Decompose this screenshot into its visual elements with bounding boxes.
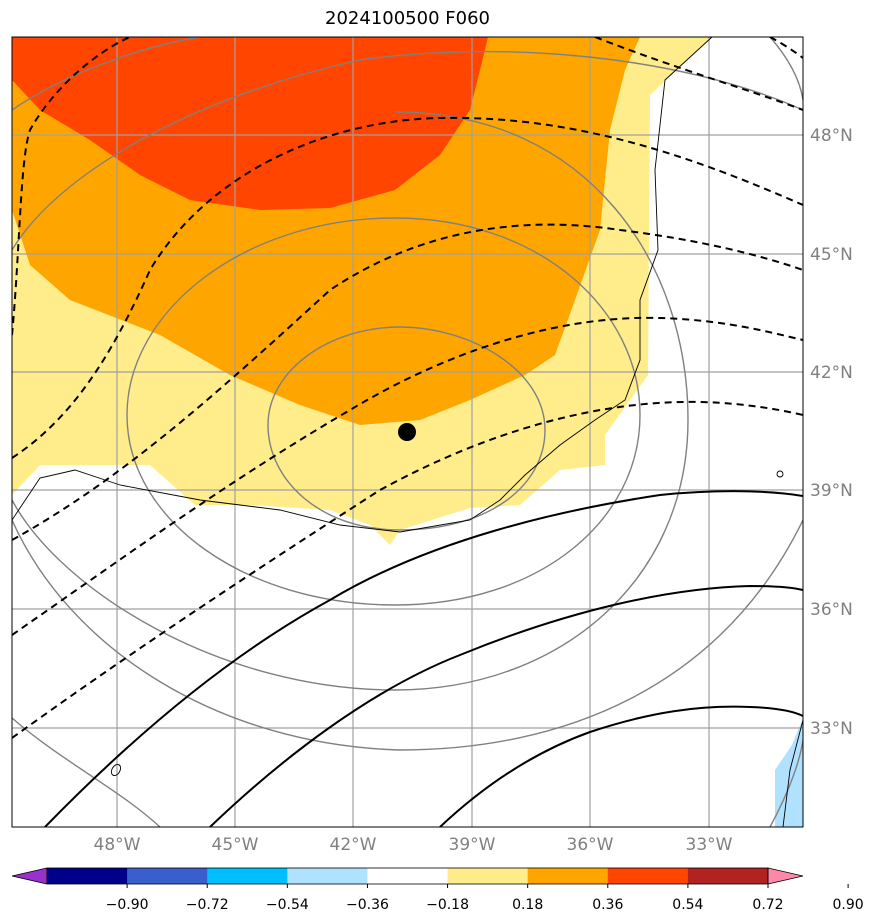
lon-label-42w: 42°W xyxy=(330,835,377,855)
lon-label-45w: 45°W xyxy=(212,835,259,855)
outline-contour xyxy=(12,37,803,827)
solid-contours xyxy=(44,490,803,827)
colorbar-segment xyxy=(47,868,128,884)
colorbar-extend-low xyxy=(11,867,48,885)
colorbar-extend-high xyxy=(767,867,804,885)
lon-label-33w: 33°W xyxy=(686,835,733,855)
colorbar-tick-label: 0.54 xyxy=(672,897,703,913)
map-title: 2024100500 F060 xyxy=(325,8,490,29)
lon-label-36w: 36°W xyxy=(567,835,614,855)
colorbar-segment xyxy=(287,868,368,884)
colorbar-tick-label: −0.90 xyxy=(106,897,149,913)
colorbar-segment xyxy=(207,868,288,884)
colorbar-segment xyxy=(447,868,529,884)
lat-label-33n: 33°N xyxy=(810,719,853,739)
gridlines xyxy=(12,37,803,827)
colorbar-segment xyxy=(687,868,769,884)
lat-label-48n: 48°N xyxy=(810,126,853,146)
colorbar-tick-label: −0.36 xyxy=(346,897,389,913)
colorbar-tick-label: 0.72 xyxy=(752,897,783,913)
colorbar-segment xyxy=(127,868,208,884)
colorbar-tick-label: 0.36 xyxy=(592,897,623,913)
colorbar-tick-label: 0.90 xyxy=(833,897,864,913)
storm-center-dot xyxy=(398,423,416,441)
colorbar-tick-label: −0.18 xyxy=(426,897,469,913)
lat-label-39n: 39°N xyxy=(810,481,853,501)
colorbar-tick-label: −0.54 xyxy=(266,897,309,913)
colorbar-segment xyxy=(607,868,689,884)
colorbar-outline xyxy=(46,867,769,885)
map-frame xyxy=(11,36,804,828)
dashed-contours xyxy=(12,37,803,739)
lat-label-42n: 42°N xyxy=(810,363,853,383)
lon-label-48w: 48°W xyxy=(94,835,141,855)
red-orange-shading xyxy=(12,37,488,210)
colorbar-tick-label: 0.18 xyxy=(512,897,543,913)
lat-label-45n: 45°N xyxy=(810,245,853,265)
lat-label-36n: 36°N xyxy=(810,600,853,620)
colorbar-segment xyxy=(527,868,609,884)
colorbar: −0.90 −0.72 −0.54 −0.36 −0.18 0.18 0.36 0.54 0.7… xyxy=(11,867,864,913)
map-area xyxy=(12,37,803,827)
colorbar-segment xyxy=(367,868,449,884)
lon-label-39w: 39°W xyxy=(449,835,496,855)
colorbar-tick-label: −0.72 xyxy=(186,897,229,913)
gray-contours xyxy=(12,37,803,827)
